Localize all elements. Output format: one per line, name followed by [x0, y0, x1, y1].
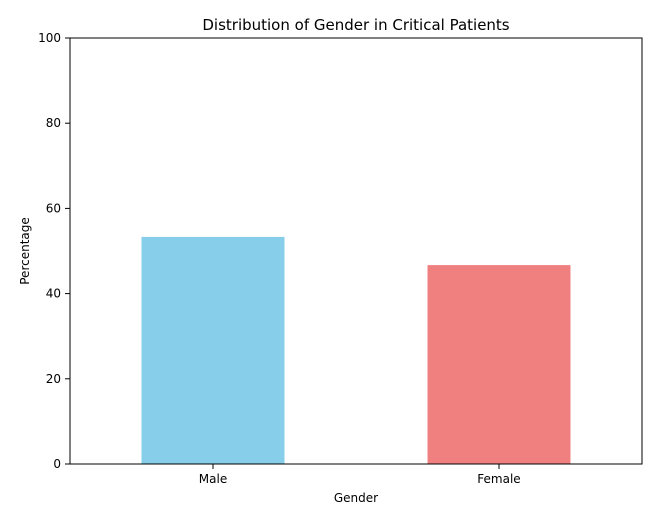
x-axis-label: Gender — [334, 491, 378, 505]
x-tick-label: Female — [477, 472, 520, 486]
y-tick-label: 100 — [38, 31, 61, 45]
bars-group — [141, 236, 571, 464]
y-tick-label: 80 — [46, 116, 61, 130]
plot-frame — [69, 37, 643, 465]
x-tick-label: Male — [199, 472, 227, 486]
y-tick-label: 0 — [53, 457, 61, 471]
y-tick-label: 40 — [46, 287, 61, 301]
y-axis: 0 20 40 60 80 100 — [38, 31, 70, 471]
x-axis: Male Female — [199, 464, 521, 486]
bar-male — [141, 236, 285, 464]
y-tick-label: 60 — [46, 201, 61, 215]
chart-title: Distribution of Gender in Critical Patie… — [202, 16, 509, 34]
bar-female — [427, 265, 571, 464]
y-axis-label: Percentage — [18, 217, 32, 285]
y-tick-label: 20 — [46, 372, 61, 386]
